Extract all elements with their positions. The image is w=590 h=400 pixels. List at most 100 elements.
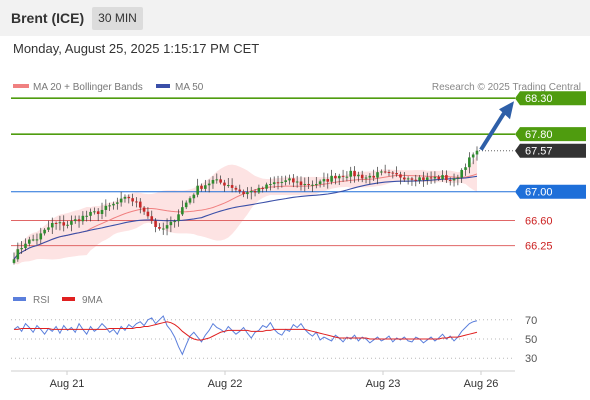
candle [207, 179, 211, 193]
candle-body [246, 192, 249, 195]
candle [410, 176, 414, 186]
candle [460, 168, 463, 183]
price-label-5: 66.25 [525, 241, 553, 253]
candle-body [345, 176, 349, 178]
candle [116, 197, 119, 210]
instrument-title: Brent (ICE) [11, 10, 85, 26]
price-label-4: 66.60 [525, 215, 553, 227]
candle-body [85, 215, 89, 217]
candle-body [181, 207, 184, 215]
candle-body [349, 170, 353, 177]
candle-body [280, 181, 284, 183]
price-label-bg [515, 143, 586, 158]
candle [100, 202, 104, 220]
candle [131, 193, 134, 207]
candle-body [242, 191, 245, 195]
candle-body [131, 198, 134, 202]
candle [96, 208, 100, 222]
candle [376, 166, 379, 185]
candle [119, 191, 123, 207]
candle [433, 171, 437, 184]
price-label-text: 68.30 [525, 93, 553, 105]
candle [230, 178, 234, 193]
candle [326, 173, 330, 189]
price-label-text: 67.57 [525, 146, 553, 158]
candle [441, 170, 444, 182]
candle [85, 210, 89, 222]
candle [280, 175, 284, 188]
candle-body [50, 222, 54, 228]
candle [161, 222, 165, 235]
candle [12, 252, 16, 265]
candle-body [169, 221, 173, 226]
candle [20, 241, 23, 254]
candle [380, 169, 383, 176]
candle-body [265, 184, 268, 189]
rsi-9ma-line [14, 321, 478, 341]
timeframe-button[interactable]: 30 MIN [92, 7, 143, 30]
candle-body [448, 180, 452, 182]
candle-body [73, 219, 77, 222]
candle-body [269, 184, 272, 186]
candle [265, 182, 268, 192]
candle [261, 186, 265, 193]
rsi-line [13, 315, 478, 356]
candle [226, 177, 230, 188]
candle-body [146, 211, 150, 217]
rsi-tick-50: 50 [525, 334, 537, 346]
candle [295, 175, 299, 188]
candle-body [276, 182, 280, 184]
candle [215, 173, 219, 184]
candle-body [12, 259, 16, 263]
candle-body [422, 177, 425, 180]
candle-body [257, 187, 261, 193]
candle [150, 210, 154, 224]
candle-body [425, 177, 429, 180]
candle-body [31, 239, 35, 241]
candle-body [303, 184, 307, 186]
candle-body [192, 194, 196, 199]
price-label-3: 67.00 [515, 184, 586, 199]
candle [253, 189, 257, 197]
candle-body [284, 180, 287, 182]
timestamp: Monday, August 25, 2025 1:15:17 PM CET [13, 41, 260, 56]
candle [135, 197, 138, 208]
candle-body [314, 184, 318, 186]
candle-body [471, 154, 475, 158]
candle-body [58, 222, 62, 224]
candle-body [334, 175, 337, 179]
candle [192, 193, 196, 204]
candle [39, 227, 43, 244]
candle-body [468, 157, 471, 168]
rsi-legend-label: RSI [33, 295, 50, 306]
candle [471, 152, 475, 165]
candle-body [66, 224, 69, 226]
candle [58, 215, 62, 231]
candle [188, 196, 192, 205]
candle [24, 238, 27, 252]
candle [184, 200, 188, 210]
candle-body [360, 174, 364, 179]
candle-body [230, 185, 234, 188]
candle [223, 179, 226, 192]
candle-body [295, 181, 299, 183]
candle [249, 186, 253, 200]
candle-body [292, 178, 295, 183]
candle-body [54, 222, 58, 224]
candle-body [445, 175, 448, 181]
candle [422, 171, 425, 187]
candle [138, 198, 142, 214]
price-label-bg [515, 127, 586, 142]
ma9-legend-label: 9MA [82, 295, 103, 306]
candle-body [188, 198, 192, 203]
candle-body [108, 205, 111, 207]
candle [177, 209, 180, 227]
candle [127, 194, 131, 204]
candle-body [81, 215, 85, 222]
rsi-tick-30: 30 [525, 353, 537, 365]
candle [475, 146, 479, 161]
candle [73, 215, 77, 224]
candle-body [135, 201, 138, 203]
candle-body [154, 220, 157, 228]
